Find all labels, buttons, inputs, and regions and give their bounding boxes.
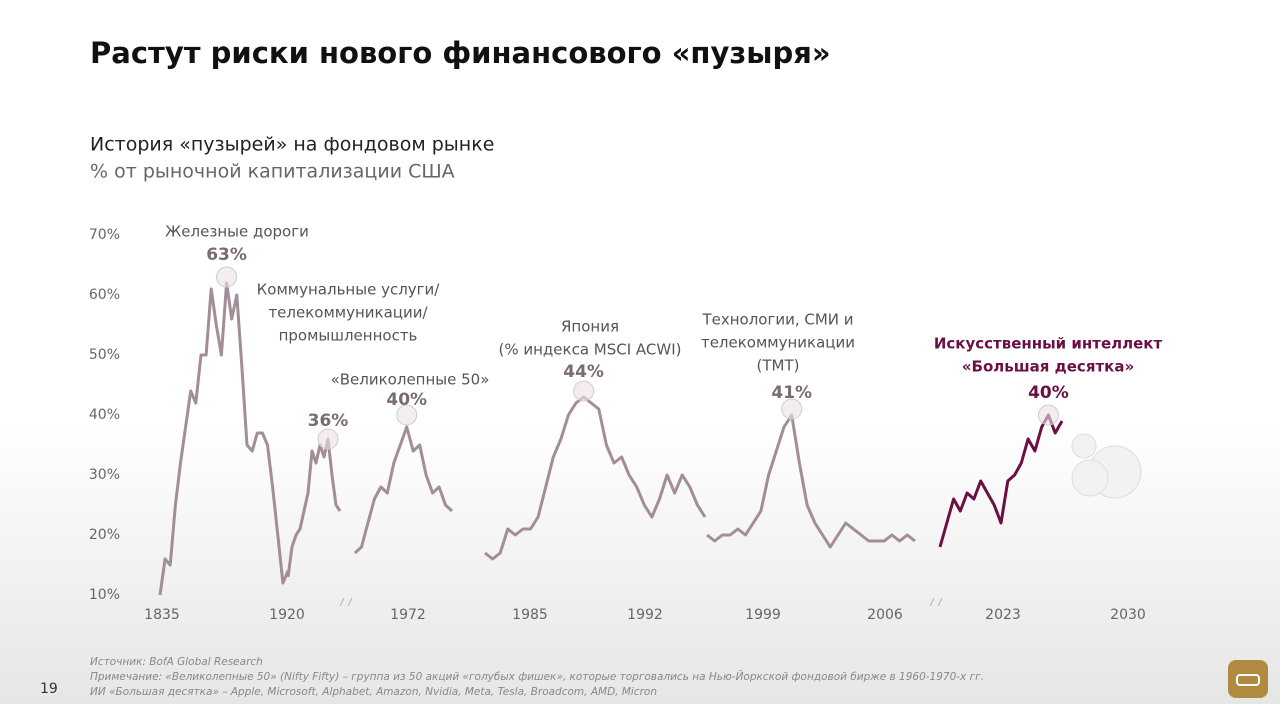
y-tick-label: 20% [89, 527, 120, 543]
series-label: промышленность [279, 327, 418, 345]
peak-label: 40% [1028, 383, 1069, 403]
y-tick-label: 10% [89, 587, 120, 603]
peak-label: 63% [206, 245, 247, 265]
peak-marker [781, 398, 803, 420]
y-tick-label: 60% [89, 287, 120, 303]
footnote: Источник: BofA Global Research [90, 656, 263, 668]
peak-marker [396, 404, 418, 426]
y-tick-label: 50% [89, 347, 120, 363]
peak-label: 41% [771, 383, 812, 403]
peak-label: 40% [386, 390, 427, 410]
series-line [286, 437, 342, 578]
series-label: «Великолепные 50» [331, 371, 490, 389]
peak-marker [216, 266, 238, 288]
series-line [158, 281, 290, 596]
x-tick-label: 2023 [985, 607, 1021, 623]
bubbles [1071, 433, 1142, 499]
y-tick-label: 40% [89, 407, 120, 423]
x-tick-label: 1835 [144, 607, 180, 623]
chart-title: История «пузырей» на фондовом рынке [90, 134, 494, 156]
peak-marker [573, 380, 595, 402]
y-tick-label: 30% [89, 467, 120, 483]
series-label: Железные дороги [165, 223, 309, 241]
series-label: Коммунальные услуги/ [257, 281, 441, 299]
series-label: (% индекса MSCI ACWI) [498, 341, 681, 359]
series-label: телекоммуникации [701, 334, 855, 352]
peak-marker [1037, 404, 1059, 426]
x-tick-label: 1992 [627, 607, 663, 623]
axis-breaks [339, 597, 943, 607]
peak-label: 36% [308, 411, 349, 431]
slide-title: Растут риски нового финансового «пузыря» [90, 36, 831, 70]
series-label: (ТМТ) [757, 357, 800, 375]
logo [1228, 660, 1268, 698]
page-number: 19 [40, 681, 58, 697]
series-line [706, 413, 916, 549]
x-tick-label: 1972 [390, 607, 426, 623]
x-tick-label: 1920 [269, 607, 305, 623]
series-label: «Большая десятка» [962, 358, 1134, 376]
footnote: Примечание: «Великолепные 50» (Nifty Fif… [90, 670, 984, 683]
series-label: Технологии, СМИ и [701, 311, 853, 329]
x-tick-label: 2006 [867, 607, 903, 623]
series-label: Искусственный интеллект [934, 335, 1163, 353]
chart-subtitle: % от рыночной капитализации США [90, 161, 455, 183]
series-label: Япония [561, 318, 619, 336]
x-tick-label: 1985 [512, 607, 548, 623]
series-label: телекоммуникации/ [268, 304, 428, 322]
peak-marker [317, 428, 339, 450]
series-line [484, 395, 707, 561]
footnote: ИИ «Большая десятка» – Apple, Microsoft,… [90, 686, 657, 698]
peak-label: 44% [563, 362, 604, 382]
chart: 10% 20% 30% 40% 50% 60% 70% 1835 1920 1972 1985 199… [89, 223, 1163, 699]
x-tick-label: 1999 [745, 607, 781, 623]
x-tick-label: 2030 [1110, 607, 1146, 623]
y-tick-label: 70% [89, 227, 120, 243]
series-line [938, 413, 1064, 548]
series-line [353, 425, 454, 555]
